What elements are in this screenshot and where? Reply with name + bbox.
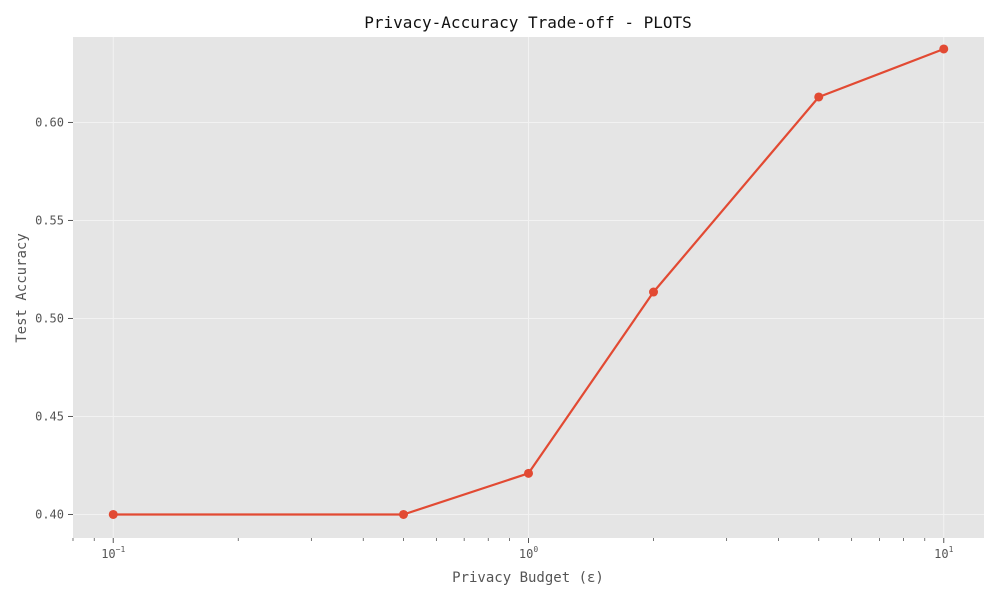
data-point (939, 44, 949, 54)
x-tick-label: 10−1 (101, 545, 125, 561)
data-point (814, 92, 824, 102)
y-tick-label: 0.60 (35, 115, 64, 129)
y-tick-label: 0.50 (35, 311, 64, 325)
y-tick-label: 0.40 (35, 507, 64, 521)
series-line (113, 47, 945, 516)
data-point (398, 509, 408, 519)
y-tick-label: 0.55 (35, 213, 64, 227)
data-point (649, 287, 659, 297)
y-tick-label: 0.45 (35, 409, 64, 423)
x-tick-label: 100 (519, 545, 538, 561)
x-tick-label: 101 (934, 545, 953, 561)
axis-ticks: 10−1 100 101 0.40 0.45 0.50 0.55 0.60 (35, 115, 953, 561)
data-series (108, 44, 949, 519)
data-point (108, 509, 118, 519)
data-point (524, 468, 533, 478)
y-axis-label: Test Accuracy (14, 233, 30, 343)
x-axis-label: Privacy Budget (ε) (452, 570, 604, 586)
chart-title: Privacy-Accuracy Trade-off - PLOTS (364, 13, 692, 32)
